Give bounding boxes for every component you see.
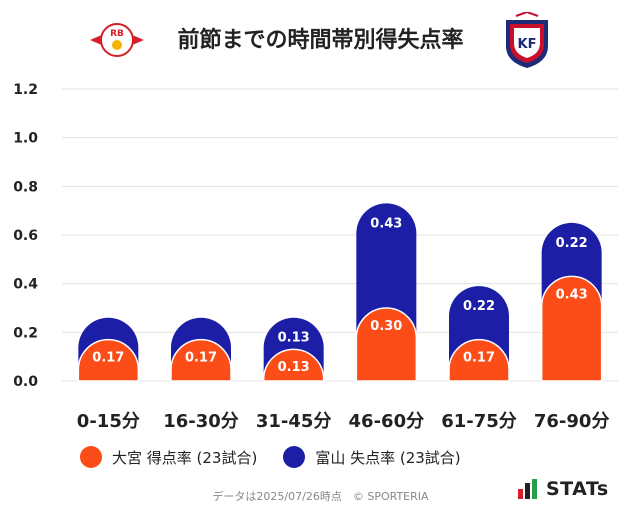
bar-chart: 0.0 0.2 0.4 0.6 0.8 1.0 1.2 0.17 0-15分 0.17 16-30分…: [13, 82, 618, 432]
rb-logo-text: RB: [110, 29, 124, 39]
y-tick-label: 1.2: [13, 82, 38, 98]
bar-label-away: 0.22: [556, 236, 588, 251]
bar-label-away: 0.43: [370, 216, 402, 231]
x-tick-label: 0-15分: [77, 411, 140, 432]
legend-swatch-away: [283, 446, 306, 468]
bar-label-away: 0.22: [463, 299, 495, 314]
x-tick-label: 61-75分: [441, 411, 517, 432]
bar-home: [77, 339, 140, 382]
x-tick-label: 46-60分: [349, 411, 425, 432]
stats-bars-icon: [518, 479, 537, 499]
legend: 大宮 得点率 (23試合) 富山 失点率 (23試合): [80, 446, 487, 468]
footer-credit: データは2025/07/26時点 © SPORTERIA: [212, 490, 429, 503]
bar-label-home: 0.17: [463, 351, 495, 366]
bar-home: [262, 348, 325, 382]
rb-omiya-logo: RB: [86, 18, 148, 68]
x-tick-label: 76-90分: [534, 411, 610, 432]
bar-home: [540, 275, 603, 382]
bar-label-home: 0.13: [278, 360, 310, 375]
x-tick-label: 31-45分: [256, 411, 332, 432]
y-tick-label: 0.6: [13, 228, 38, 244]
bar-home: [355, 307, 418, 382]
legend-item-home: 大宮 得点率 (23試合): [80, 446, 257, 468]
stats-logo: STATs: [518, 478, 609, 500]
bar-label-away: 0.13: [278, 331, 310, 346]
bar-label-home: 0.43: [556, 287, 588, 302]
kf-logo-text: KF: [518, 37, 537, 52]
legend-swatch-home: [80, 446, 102, 468]
y-tick-label: 0.2: [13, 325, 38, 341]
x-tick-label: 16-30分: [163, 411, 239, 432]
bar-label-home: 0.30: [370, 319, 402, 334]
legend-item-away: 富山 失点率 (23試合): [283, 446, 461, 468]
y-tick-label: 0.0: [13, 374, 38, 390]
y-tick-label: 0.4: [13, 277, 38, 293]
stats-brand: STATs: [546, 478, 609, 500]
page-title: 前節までの時間帯別得失点率: [177, 28, 464, 53]
legend-label-home: 大宮 得点率 (23試合): [112, 448, 258, 467]
y-tick-label: 0.8: [13, 179, 38, 195]
bar-home: [170, 338, 232, 382]
bar-home: [448, 338, 510, 382]
legend-label-away: 富山 失点率 (23試合): [315, 448, 461, 467]
kataller-toyama-logo: KF: [500, 10, 554, 74]
y-tick-label: 1.0: [13, 131, 38, 147]
bar-label-home: 0.17: [92, 351, 124, 366]
bar-label-home: 0.17: [185, 351, 217, 366]
